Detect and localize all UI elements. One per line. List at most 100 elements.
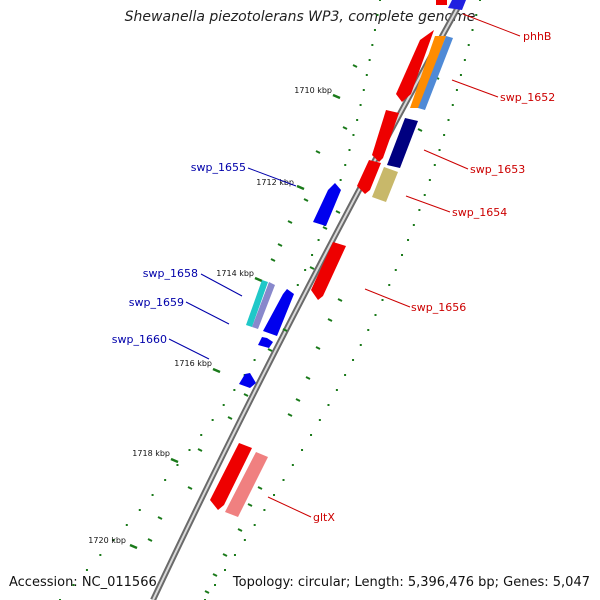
- ring-dot: [479, 0, 481, 1]
- kbp-tick-mark: [129, 543, 138, 550]
- ring-dot: [376, 14, 379, 16]
- gene-gltX-b[interactable]: [225, 452, 268, 517]
- gene-swp_1660[interactable]: [239, 373, 256, 388]
- kbp-tick-label: 1720 kbp: [88, 536, 126, 545]
- minor-tick-mark: [322, 226, 328, 230]
- ring-dot: [344, 374, 347, 376]
- gene-label-swp_1652[interactable]: swp_1652: [500, 91, 555, 104]
- ring-dot: [224, 569, 227, 571]
- gene-label-phhB[interactable]: phhB: [523, 30, 551, 43]
- ring-dot: [304, 269, 307, 271]
- gene-swp_1652-a[interactable]: [410, 36, 446, 108]
- ring-dot: [359, 104, 362, 106]
- reverse-strand-genes: [239, 0, 466, 388]
- minor-tick-mark: [222, 553, 228, 557]
- ring-dot: [394, 269, 397, 271]
- gene-top-reverse[interactable]: [448, 0, 466, 10]
- gene-label-swp_1655[interactable]: swp_1655: [191, 161, 246, 174]
- minor-tick-mark: [303, 198, 309, 202]
- ring-dot: [412, 224, 415, 226]
- map-title: Shewanella piezotolerans WP3, complete g…: [124, 9, 476, 25]
- ring-dot: [352, 134, 355, 136]
- minor-tick-mark: [187, 486, 193, 490]
- gene-swp_1658[interactable]: [263, 289, 294, 336]
- ring-dot: [291, 464, 294, 466]
- minor-tick-mark: [315, 346, 321, 350]
- kbp-ticks: 1710 kbp 1712 kbp 1714 kbp 1716 kbp 1718 kbp…: [88, 64, 440, 594]
- ring-dot: [335, 389, 338, 391]
- ring-dot: [356, 119, 359, 121]
- kbp-tick-label: 1716 kbp: [174, 359, 212, 368]
- ring-dot: [371, 44, 374, 46]
- genome-backbone-highlight: [152, 0, 463, 600]
- ring-dot: [253, 524, 256, 526]
- ring-dot: [365, 74, 368, 76]
- gene-label-swp_1660[interactable]: swp_1660: [112, 333, 167, 346]
- gene-gltX-a[interactable]: [210, 443, 252, 510]
- ring-dot: [211, 419, 214, 421]
- ring-dot: [455, 89, 458, 91]
- gene-swp_1653-b[interactable]: [387, 118, 418, 168]
- forward-strand-genes: [210, 0, 453, 517]
- minor-tick-mark: [147, 538, 153, 542]
- ring-dot: [214, 584, 217, 586]
- ring-dot: [112, 539, 115, 541]
- kbp-tick-mark: [170, 457, 179, 464]
- gene-swp_1651[interactable]: [396, 30, 434, 102]
- gene-swp_1654-a[interactable]: [357, 160, 381, 194]
- ring-dot: [176, 464, 179, 466]
- gene-label-swp_1653[interactable]: swp_1653: [470, 163, 525, 176]
- minor-tick-mark: [342, 126, 348, 130]
- ring-dot: [359, 344, 362, 346]
- kbp-tick-mark: [332, 93, 341, 100]
- minor-tick-mark: [257, 486, 263, 490]
- ring-dot: [352, 359, 355, 361]
- minor-tick-mark: [305, 376, 311, 380]
- kbp-tick-mark: [254, 276, 263, 283]
- ring-dot: [253, 359, 256, 361]
- ring-dot: [222, 404, 225, 406]
- ring-dot: [282, 479, 285, 481]
- gene-swp_1655[interactable]: [313, 183, 341, 226]
- ring-dot: [443, 134, 446, 136]
- gene-label-swp_1659[interactable]: swp_1659: [129, 296, 184, 309]
- gene-swp_1656[interactable]: [311, 242, 346, 300]
- gene-swp_1654-b[interactable]: [372, 167, 398, 202]
- gene-swp_1653-a[interactable]: [372, 110, 399, 162]
- gene-swp_1652-b[interactable]: [418, 36, 453, 110]
- gene-swp_1657-b[interactable]: [252, 282, 275, 329]
- gene-label-swp_1654[interactable]: swp_1654: [452, 206, 507, 219]
- gene-swp_1657-a[interactable]: [246, 280, 268, 327]
- gene-swp_1659[interactable]: [258, 337, 273, 348]
- minor-tick-mark: [335, 210, 341, 214]
- ring-dot: [438, 149, 441, 151]
- minor-tick-mark: [212, 573, 218, 577]
- ring-dot: [263, 509, 266, 511]
- gene-label-gltX[interactable]: gltX: [313, 511, 335, 524]
- ring-dot: [296, 284, 299, 286]
- minor-tick-mark: [277, 243, 283, 247]
- ring-dot: [463, 59, 466, 61]
- ring-dot: [188, 449, 191, 451]
- ring-dot: [362, 89, 365, 91]
- minor-tick-mark: [327, 318, 333, 322]
- ring-dot: [401, 254, 404, 256]
- ring-dot: [374, 314, 377, 316]
- ring-dot: [243, 539, 246, 541]
- minor-tick-mark: [295, 398, 301, 402]
- ring-dot: [164, 479, 167, 481]
- ring-dot: [339, 179, 342, 181]
- gene-label-swp_1656[interactable]: swp_1656: [411, 301, 466, 314]
- kbp-tick-label: 1714 kbp: [216, 269, 254, 278]
- minor-tick-mark: [247, 503, 253, 507]
- gene-label-swp_1658[interactable]: swp_1658: [143, 267, 198, 280]
- ring-dot: [327, 404, 330, 406]
- ring-dot: [348, 149, 351, 151]
- kbp-tick-label: 1710 kbp: [294, 86, 332, 95]
- gene-labels: phhB swp_1652 swp_1653 swp_1654 swp_1656…: [112, 30, 555, 524]
- gene-phhB[interactable]: [436, 0, 447, 5]
- ring-dot: [317, 239, 320, 241]
- ring-dot: [418, 209, 421, 211]
- ring-dot: [99, 554, 102, 556]
